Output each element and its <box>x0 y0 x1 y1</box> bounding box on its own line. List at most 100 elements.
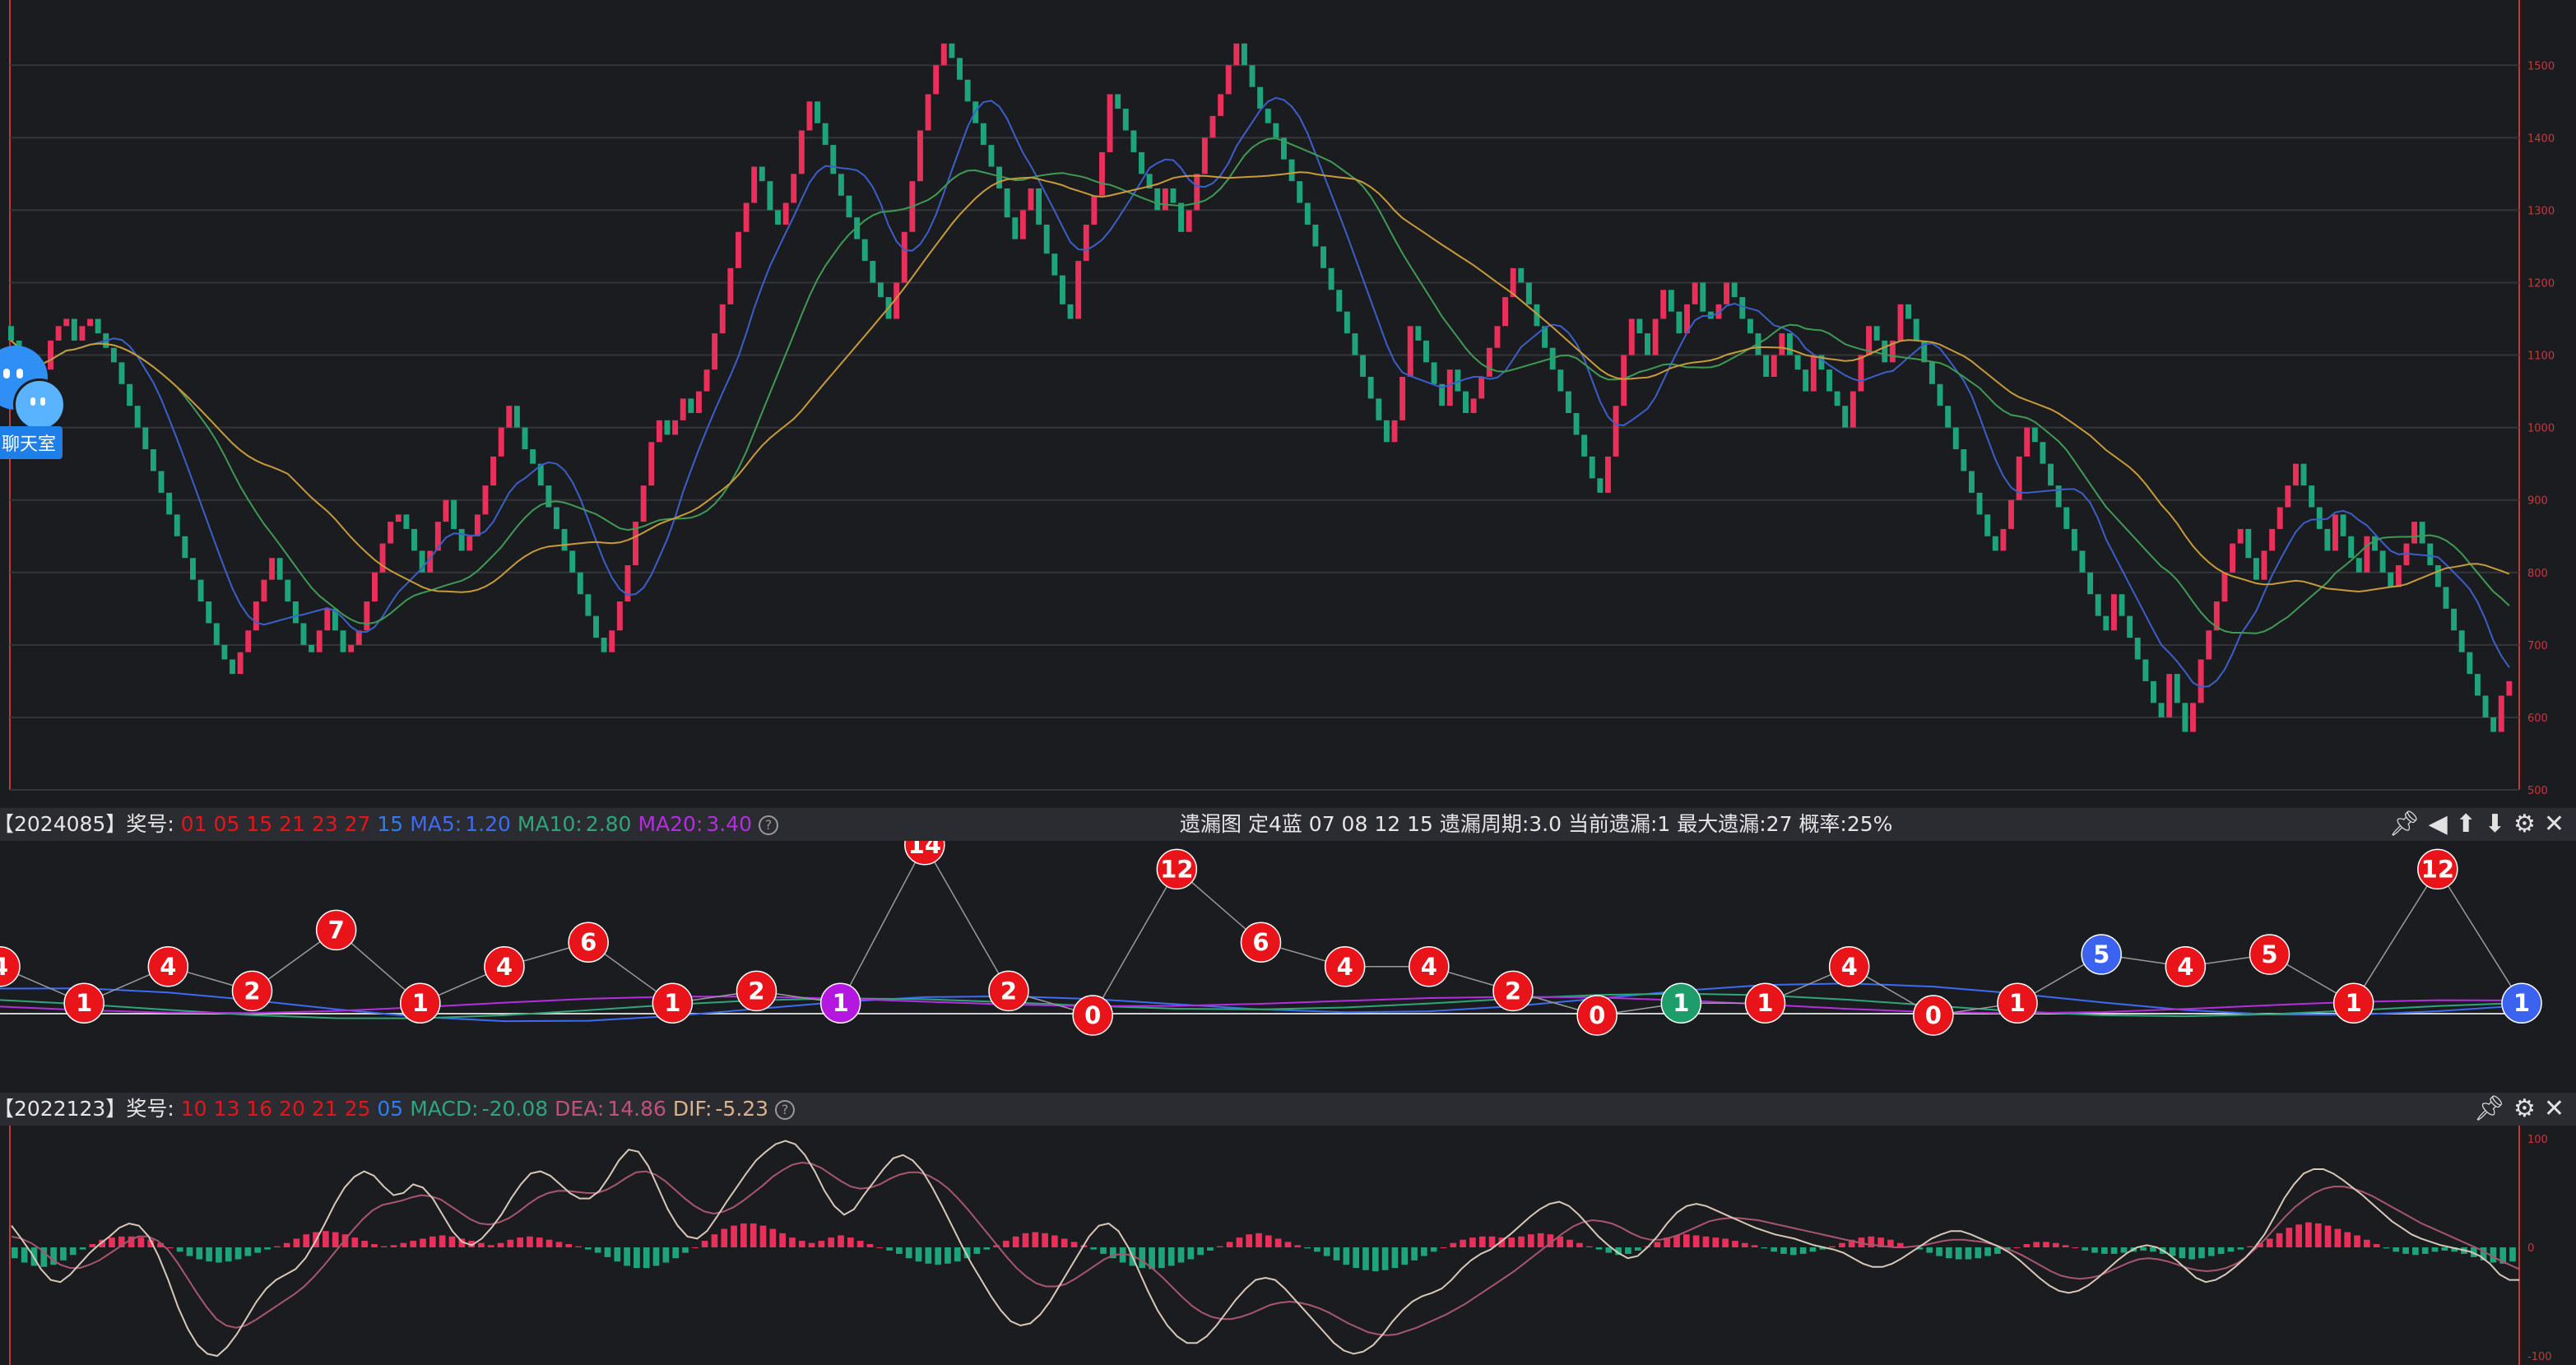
renko-box <box>1976 492 1983 515</box>
ma20-value: 3.40 <box>706 812 753 836</box>
renko-box <box>2300 463 2307 486</box>
renko-box <box>616 601 623 631</box>
renko-box <box>2024 427 2031 457</box>
omission-value: 1 <box>412 989 429 1017</box>
renko-box <box>1715 304 1722 319</box>
renko-box <box>2364 536 2370 573</box>
renko-box <box>2379 550 2386 573</box>
macd-bar <box>2072 1247 2079 1248</box>
renko-box <box>1542 326 1548 348</box>
renko-box <box>2134 638 2141 660</box>
back-icon[interactable]: ◀ <box>2428 810 2448 838</box>
macd-bar <box>1751 1245 1758 1247</box>
axis-label: 1100 <box>2527 351 2555 363</box>
chat-room-badge[interactable]: 聊天室 <box>0 346 66 469</box>
omission-value: 0 <box>1084 1001 1101 1029</box>
omission-value: 0 <box>1589 1001 1605 1029</box>
close-icon[interactable]: ✕ <box>2543 810 2564 838</box>
pin-icon[interactable]: 📌︎ <box>2473 1094 2505 1123</box>
macd-bar <box>1576 1242 1583 1247</box>
renko-box <box>490 456 497 486</box>
macd-bar <box>2402 1247 2409 1254</box>
renko-box <box>1225 65 1232 95</box>
renko-box <box>1786 333 1793 355</box>
macd-bar <box>1158 1247 1165 1269</box>
macd-bar <box>1799 1247 1807 1254</box>
renko-box <box>1273 123 1279 138</box>
renko-box <box>1336 290 1343 312</box>
macd-bar <box>137 1237 145 1247</box>
close-icon[interactable]: ✕ <box>2543 1094 2564 1123</box>
axis-label: 1000 <box>2527 423 2555 435</box>
renko-box <box>1581 434 1588 457</box>
macd-bar <box>176 1247 183 1252</box>
renko-box <box>877 282 884 298</box>
renko-box <box>316 630 323 652</box>
renko-box <box>2443 587 2449 609</box>
macd-bar <box>497 1242 504 1247</box>
renko-box <box>806 101 813 131</box>
renko-box <box>1929 362 1935 384</box>
renko-box <box>1628 318 1635 355</box>
renko-box <box>443 499 449 522</box>
renko-box <box>1557 369 1564 392</box>
up-icon[interactable]: ⬆ <box>2455 810 2476 838</box>
chat-room-label: 聊天室 <box>0 426 63 459</box>
renko-box <box>1012 217 1019 239</box>
renko-box <box>846 195 852 218</box>
renko-box <box>1115 94 1121 109</box>
pin-icon[interactable]: 📌︎ <box>2388 810 2421 838</box>
omission-toolbar: 📌︎ ◀ ⬆ ⬇ ⚙ ✕ <box>2381 808 2565 841</box>
macd-bar <box>2393 1247 2400 1252</box>
macd-bar <box>634 1247 640 1269</box>
renko-box <box>427 550 434 573</box>
down-icon[interactable]: ⬇ <box>2484 810 2505 838</box>
renko-box <box>2000 528 2007 551</box>
macd-bar <box>1469 1237 1476 1247</box>
renko-box <box>2506 680 2513 696</box>
help-icon[interactable]: ? <box>759 815 779 835</box>
renko-box <box>530 449 536 464</box>
renko-box <box>2087 572 2094 595</box>
renko-box <box>1700 282 1706 312</box>
renko-box <box>79 326 86 341</box>
prize-label: 奖号: <box>126 812 174 836</box>
macd-bar <box>1702 1236 1710 1247</box>
macd-bar <box>458 1238 466 1247</box>
macd-chart-svg[interactable]: 100 0 -100 <box>0 1126 2576 1365</box>
macd-bar <box>216 1247 222 1263</box>
ma5-label: MA5: <box>410 812 462 836</box>
macd-bar <box>1518 1236 1525 1247</box>
settings-icon[interactable]: ⚙ <box>2513 810 2536 838</box>
macd-bar <box>1362 1247 1369 1270</box>
red-numbers: 01 05 15 21 23 27 <box>180 812 371 836</box>
renko-box <box>2008 499 2014 529</box>
help-icon-2[interactable]: ? <box>775 1100 796 1120</box>
macd-bar <box>293 1238 300 1247</box>
blue-number: 15 <box>377 812 404 836</box>
omission-chart-panel[interactable]: 4142714612114201264420114015451121 <box>0 841 2576 1093</box>
renko-box <box>1233 43 1240 66</box>
renko-box <box>925 94 931 131</box>
renko-box <box>1518 267 1525 283</box>
omission-value: 2 <box>1000 977 1017 1005</box>
omission-chart-svg[interactable]: 4142714612114201264420114015451121 <box>0 841 2576 1093</box>
macd-bar <box>1401 1247 1409 1265</box>
renko-box <box>2261 550 2267 580</box>
macd-bar <box>925 1247 932 1264</box>
settings-icon[interactable]: ⚙ <box>2513 1094 2536 1123</box>
renko-box <box>2040 442 2046 464</box>
omission-value: 1 <box>2009 989 2026 1017</box>
macd-bar <box>1226 1242 1233 1247</box>
macd-bar <box>1197 1247 1204 1256</box>
renko-box <box>949 43 955 58</box>
macd-bar <box>856 1241 864 1247</box>
renko-box <box>1439 383 1446 406</box>
renko-box <box>901 231 907 283</box>
macd-bar <box>1692 1235 1700 1247</box>
ma10-value: 2.80 <box>585 812 632 836</box>
main-chart-svg[interactable]: 1500 1400 1300 1200 1100 1000 900 800 700 600 500 <box>0 0 2576 806</box>
main-chart-panel[interactable]: 1500 1400 1300 1200 1100 1000 900 800 700 600 500 … <box>0 0 2576 806</box>
macd-chart-panel[interactable]: 100 0 -100 <box>0 1126 2576 1365</box>
renko-box <box>482 485 489 515</box>
